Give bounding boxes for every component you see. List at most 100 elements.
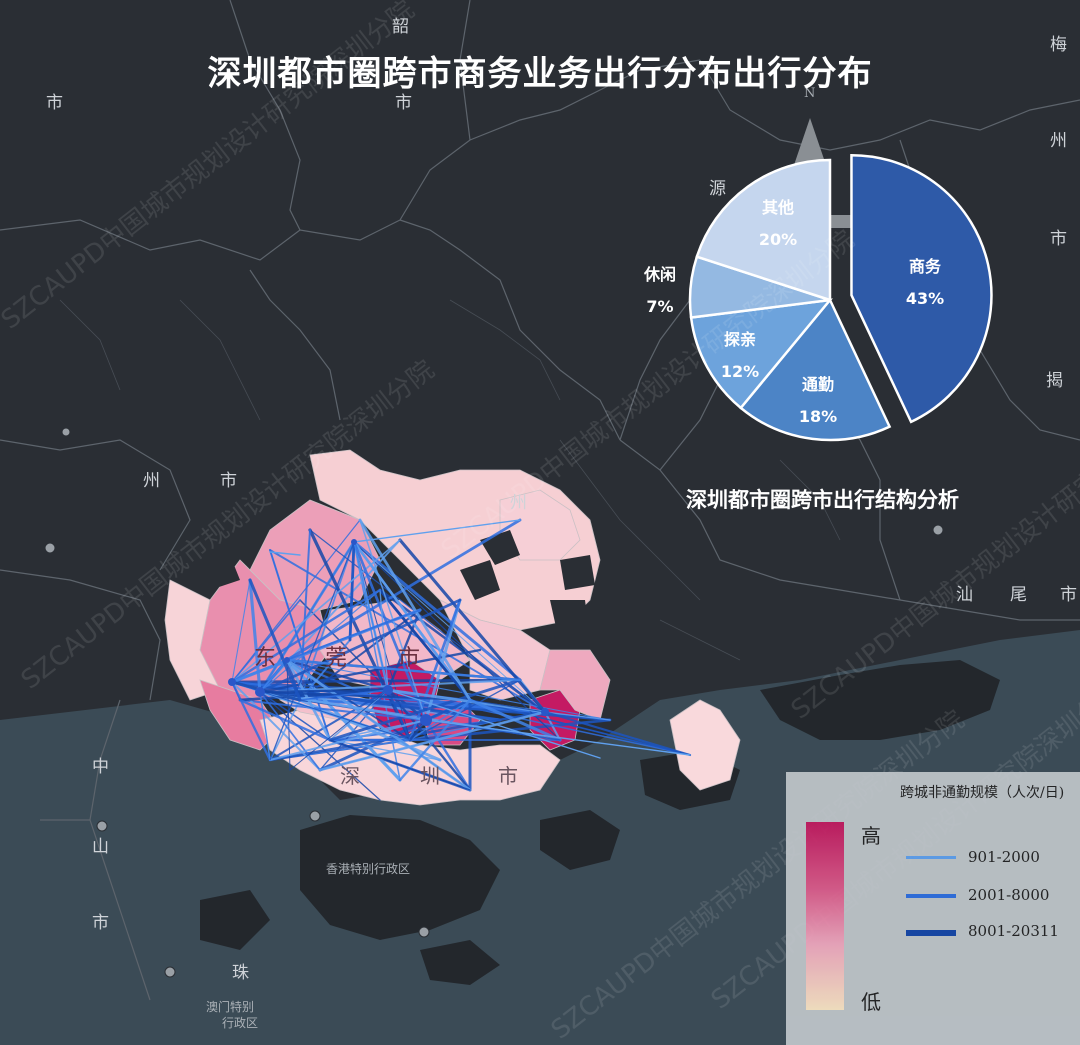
flow-line	[409, 699, 471, 741]
legend-line-thin	[906, 856, 956, 859]
hongkong-island	[300, 815, 500, 940]
flow-line	[424, 598, 462, 722]
flow-line	[230, 680, 302, 702]
pie-slice-2	[739, 297, 892, 442]
flow-line	[398, 538, 547, 714]
flow-line	[258, 688, 390, 694]
pie-value-label: 20%	[759, 230, 797, 249]
flow-line	[378, 588, 472, 702]
flow-line	[269, 699, 301, 761]
label-macau-1: 澳门特别	[206, 1000, 255, 1014]
label-guangzhou-1: 州	[143, 471, 160, 491]
legend-line-label: 901-2000	[968, 848, 1040, 866]
flow-line	[318, 710, 547, 772]
flow-line	[409, 679, 521, 741]
flow-line	[308, 528, 412, 742]
flow-line	[353, 541, 561, 741]
flow-line	[289, 689, 389, 771]
flow-line	[269, 541, 355, 761]
flow-line	[259, 691, 321, 771]
label-dongguan-3: 市	[398, 646, 421, 671]
flow-line	[469, 699, 691, 756]
choropleth-holes	[200, 530, 595, 645]
flow-line	[259, 691, 271, 761]
flow-nodes	[228, 539, 549, 726]
flow-line	[299, 599, 389, 691]
flow-line	[231, 579, 251, 683]
label-hongkong: 香港特别行政区	[326, 862, 411, 876]
coast-east	[760, 660, 1000, 740]
label-shanwei-2: 尾	[1010, 585, 1027, 605]
flow-line	[285, 658, 390, 692]
label-shanwei-3: 市	[1060, 585, 1077, 605]
label-meizhou-1: 梅	[1050, 35, 1067, 55]
flow-line	[328, 678, 522, 742]
label-dongguan-1: 东	[254, 646, 277, 671]
city-markers	[44, 427, 944, 978]
label-zhongshan-3: 市	[92, 913, 109, 933]
pie-slice-1	[850, 153, 993, 424]
pie-value-label: 7%	[646, 297, 673, 316]
label-shenzhen-2: 圳	[420, 764, 440, 788]
flow-line	[425, 719, 691, 756]
legend-high-label: 高	[861, 824, 881, 848]
pie-category-label: 探亲	[724, 330, 756, 349]
flow-line	[387, 689, 601, 759]
flow-line	[258, 540, 356, 694]
flow-line	[231, 681, 321, 771]
pie-category-label: 其他	[762, 198, 794, 217]
legend-line-item: 2001-8000	[906, 886, 1076, 906]
pie-value-label: 18%	[799, 407, 837, 426]
flow-lines	[230, 518, 692, 801]
flow-line	[248, 578, 262, 694]
legend-line-label: 2001-8000	[968, 886, 1050, 904]
island-3	[200, 890, 270, 950]
flow-line	[299, 689, 389, 701]
flow-line	[238, 698, 428, 722]
legend-low-label: 低	[861, 990, 881, 1014]
pie-value-label: 12%	[721, 362, 759, 381]
page-title: 深圳都市圈跨市商务业务出行分布出行分布	[207, 54, 873, 94]
north-label: N	[804, 86, 816, 101]
label-qingyuan-shi: 市	[46, 93, 63, 113]
label-zhongshan-2: 山	[92, 837, 109, 857]
pie-slice-3	[689, 298, 833, 410]
pie-chart: 商务 43% 通勤 18% 探亲 12% 休闲 7% 其他 20%	[643, 153, 993, 442]
flow-line	[544, 711, 611, 721]
label-macau-2: 行政区	[222, 1016, 259, 1030]
island-2	[420, 940, 500, 985]
flow-line	[543, 710, 692, 757]
flow-line	[285, 658, 402, 782]
flow-line	[230, 680, 272, 762]
label-guangzhou-2: 市	[220, 471, 237, 491]
flow-line	[469, 699, 546, 713]
label-huizhou: 州	[510, 493, 527, 513]
legend-line-label: 8001-20311	[968, 922, 1059, 940]
legend-line-medium	[906, 894, 956, 898]
pie-category-label: 通勤	[802, 375, 834, 394]
flow-line	[259, 539, 401, 693]
legend-panel: 跨城非通勤规模（人次/日) 高 低 901-2000 2001-8000 800…	[786, 772, 1080, 1045]
flow-line	[348, 540, 356, 642]
flow-line	[329, 739, 471, 791]
flow-line	[269, 719, 427, 761]
legend-line-item: 8001-20311	[906, 922, 1076, 942]
label-shaoguan: 韶	[392, 17, 409, 37]
label-heyuan: 源	[709, 179, 726, 199]
pie-title: 深圳都市圈跨市出行结构分析	[686, 488, 959, 512]
flow-line	[286, 609, 421, 661]
flow-line	[248, 578, 302, 702]
flow-line	[299, 639, 351, 701]
pie-category-label: 休闲	[643, 265, 676, 284]
flow-line	[353, 541, 411, 741]
legend-title: 跨城非通勤规模（人次/日)	[900, 785, 1065, 801]
flow-line	[269, 551, 301, 556]
flow-line	[353, 519, 521, 543]
legend-line-thick	[906, 930, 956, 936]
flow-line	[358, 518, 472, 702]
island-1	[540, 810, 620, 870]
flow-line	[286, 659, 611, 721]
flow-line	[387, 689, 691, 756]
flow-line	[353, 541, 389, 691]
